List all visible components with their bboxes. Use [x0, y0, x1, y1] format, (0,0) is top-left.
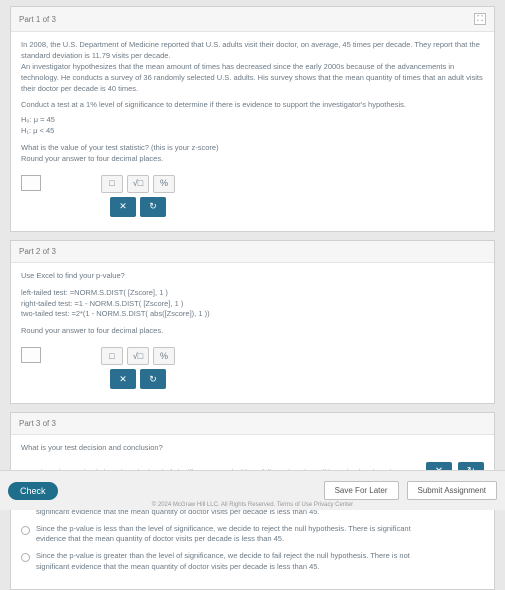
check-button[interactable]: Check: [8, 482, 58, 500]
clear-button[interactable]: ✕: [110, 369, 136, 389]
p1-answer-input[interactable]: [21, 175, 41, 191]
tool-sqrt-icon[interactable]: √□: [127, 347, 149, 365]
reset-button[interactable]: ↻: [140, 197, 166, 217]
p2-line1: left-tailed test: =NORM.S.DIST( [Zscore]…: [21, 288, 484, 299]
choice-3[interactable]: Since the p-value is less than the level…: [21, 524, 416, 546]
reset-button[interactable]: ↻: [140, 369, 166, 389]
p1-text-1: In 2008, the U.S. Department of Medicine…: [21, 40, 484, 62]
part-1: Part 1 of 3 ⛶ In 2008, the U.S. Departme…: [10, 6, 495, 232]
p3-question: What is your test decision and conclusio…: [21, 443, 484, 454]
part-2: Part 2 of 3 Use Excel to find your p-val…: [10, 240, 495, 404]
clear-button[interactable]: ✕: [110, 197, 136, 217]
choice-3-text: Since the p-value is less than the level…: [36, 524, 416, 546]
p2-answer-input[interactable]: [21, 347, 41, 363]
tool-fraction-icon[interactable]: %: [153, 175, 175, 193]
p1-h1: H₁: μ < 45: [21, 126, 484, 137]
copyright-text: © 2024 McGraw Hill LLC. All Rights Reser…: [0, 502, 505, 508]
choice-4[interactable]: Since the p-value is greater than the le…: [21, 551, 416, 573]
part-2-header: Part 2 of 3: [11, 241, 494, 263]
p2-toolbar: □ √□ % ✕ ↻: [101, 347, 175, 393]
tool-box-icon[interactable]: □: [101, 175, 123, 193]
part-3-title: Part 3 of 3: [19, 419, 56, 428]
radio-icon[interactable]: [21, 553, 30, 562]
p1-h0: H₀: μ = 45: [21, 115, 484, 126]
radio-icon[interactable]: [21, 526, 30, 535]
p2-round: Round your answer to four decimal places…: [21, 326, 484, 337]
save-button[interactable]: Save For Later: [324, 481, 399, 500]
tool-sqrt-icon[interactable]: √□: [127, 175, 149, 193]
p1-text-2: An investigator hypothesizes that the me…: [21, 62, 484, 95]
p2-line2: right-tailed test: =1 - NORM.S.DIST( [Zs…: [21, 299, 484, 310]
expand-icon[interactable]: ⛶: [474, 13, 486, 25]
p1-round: Round your answer to four decimal places…: [21, 154, 484, 165]
tool-fraction-icon[interactable]: %: [153, 347, 175, 365]
p1-toolbar: □ √□ % ✕ ↻: [101, 175, 175, 221]
part-3-header: Part 3 of 3: [11, 413, 494, 435]
p1-text-3: Conduct a test at a 1% level of signific…: [21, 100, 484, 111]
p1-question: What is the value of your test statistic…: [21, 143, 484, 154]
tool-box-icon[interactable]: □: [101, 347, 123, 365]
submit-button[interactable]: Submit Assignment: [407, 481, 497, 500]
part-1-title: Part 1 of 3: [19, 15, 56, 24]
part-2-title: Part 2 of 3: [19, 247, 56, 256]
p2-question: Use Excel to find your p-value?: [21, 271, 484, 282]
choice-4-text: Since the p-value is greater than the le…: [36, 551, 416, 573]
p2-line3: two-tailed test: =2*(1 - NORM.S.DIST( ab…: [21, 309, 484, 320]
part-1-header: Part 1 of 3 ⛶: [11, 7, 494, 32]
